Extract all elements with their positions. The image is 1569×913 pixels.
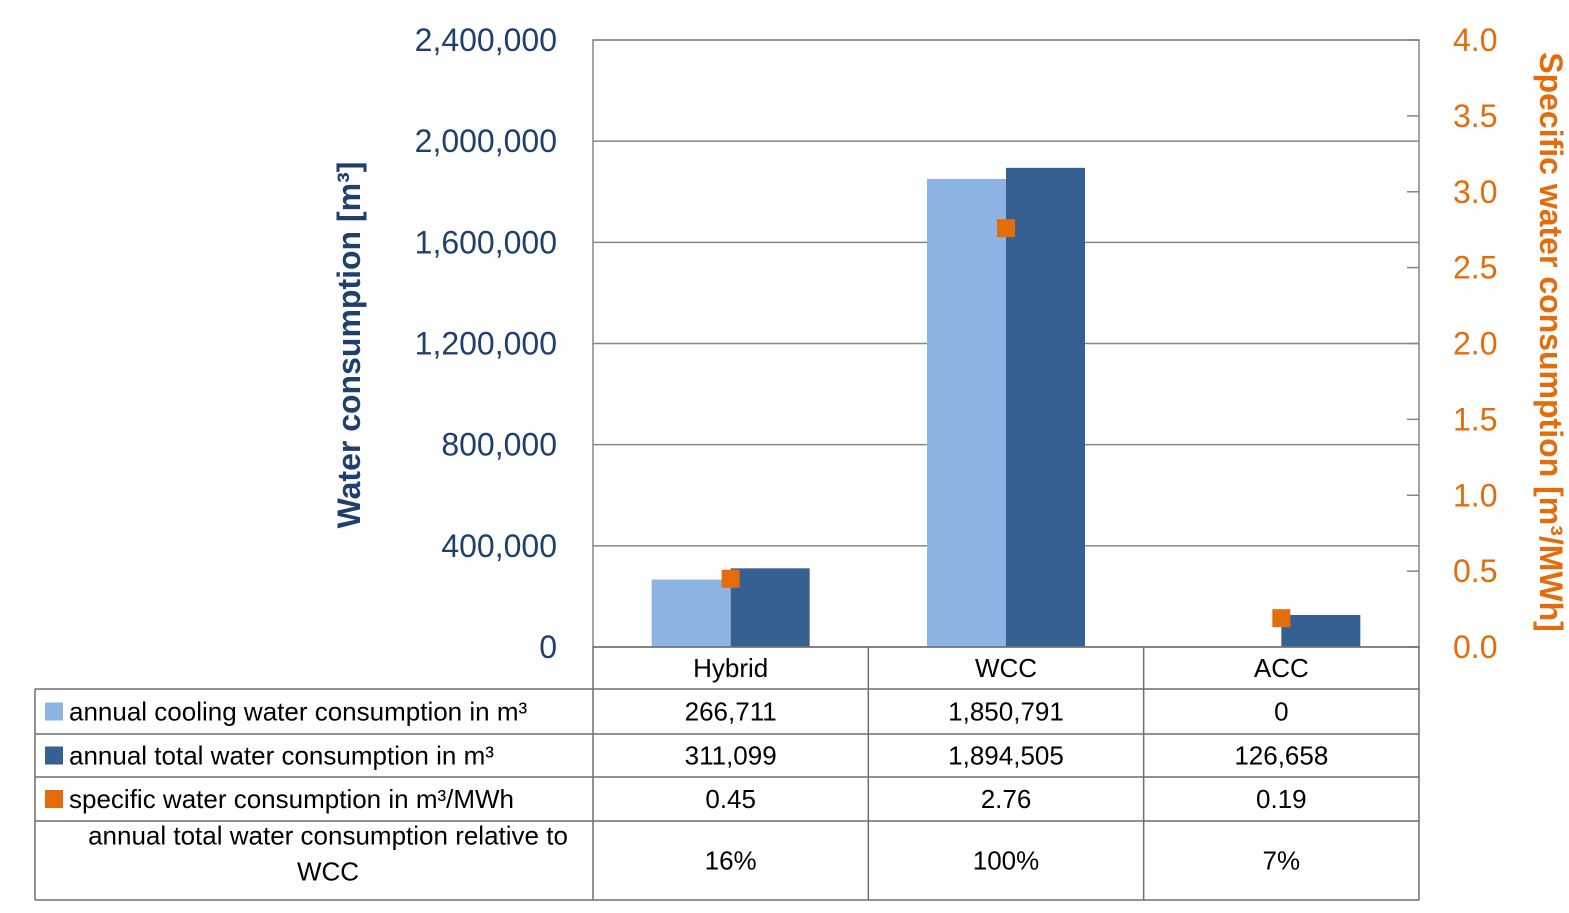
table-cell: 100% bbox=[973, 846, 1040, 876]
markers bbox=[721, 219, 1291, 628]
table-cell: 126,658 bbox=[1234, 741, 1328, 771]
y2-tick-label: 3.5 bbox=[1453, 98, 1497, 134]
table-cell: 16% bbox=[705, 846, 757, 876]
marker-specific-wcc bbox=[997, 219, 1015, 238]
y2-tick-label: 0.5 bbox=[1453, 553, 1497, 589]
y2-tick-label: 1.5 bbox=[1453, 401, 1497, 437]
y-tick-label: 2,000,000 bbox=[415, 123, 557, 159]
table-cell: 1,894,505 bbox=[948, 741, 1064, 771]
legend-key bbox=[45, 790, 63, 808]
y-tick-label: 2,400,000 bbox=[415, 22, 557, 58]
y-tick-label: 1,600,000 bbox=[415, 224, 557, 260]
y-tick-label: 400,000 bbox=[441, 528, 557, 564]
bar-total-acc bbox=[1281, 614, 1361, 647]
y-axis-title: Water consumption [m³] bbox=[331, 162, 367, 529]
table-row-label: annual cooling water consumption in m³ bbox=[69, 697, 527, 727]
y2-tick-label: 1.0 bbox=[1453, 477, 1497, 513]
marker-specific-hybrid bbox=[721, 569, 740, 588]
table-row-label: specific water consumption in m³/MWh bbox=[69, 784, 514, 814]
y2-tick-label: 2.0 bbox=[1453, 326, 1497, 362]
x-tick-label: WCC bbox=[975, 653, 1037, 683]
table-row-label: WCC bbox=[297, 857, 359, 887]
y2-axis-title: Specific water consumption [m³/MWh] bbox=[1533, 52, 1569, 632]
y2-tick-label: 2.5 bbox=[1453, 250, 1497, 286]
legend-key bbox=[45, 746, 63, 765]
bars bbox=[651, 167, 1361, 647]
y2-tick-label: 4.0 bbox=[1453, 22, 1497, 58]
bar-cooling-hybrid bbox=[651, 579, 731, 647]
legend-key bbox=[45, 702, 63, 721]
bar-cooling-wcc bbox=[927, 178, 1006, 647]
table-cell: 311,099 bbox=[685, 741, 777, 771]
table-row-label: annual total water consumption relative … bbox=[88, 821, 568, 851]
table-cell: 7% bbox=[1263, 846, 1301, 876]
table-cell: 266,711 bbox=[685, 697, 777, 727]
bar-total-hybrid bbox=[730, 568, 810, 647]
marker-specific-acc bbox=[1272, 609, 1291, 628]
axis-ticks: 0 400,000 800,000 1,200,000 1,600,000 2,000,0… bbox=[415, 22, 1498, 665]
table-cell: 0 bbox=[1274, 697, 1288, 727]
bar-total-wcc bbox=[1006, 167, 1085, 647]
y-tick-label: 800,000 bbox=[441, 427, 557, 463]
table-row-label: annual total water consumption in m³ bbox=[69, 741, 494, 771]
y2-tick-label: 0.0 bbox=[1453, 629, 1497, 665]
table-cell: 1,850,791 bbox=[948, 697, 1064, 727]
table-cell: 0.45 bbox=[705, 784, 756, 814]
table-cell: 2.76 bbox=[981, 784, 1032, 814]
x-tick-label: ACC bbox=[1254, 653, 1309, 683]
data-table: Hybrid WCC ACC annual cooling water consump… bbox=[34, 646, 1420, 901]
y-tick-label: 1,200,000 bbox=[415, 326, 557, 362]
x-tick-label: Hybrid bbox=[693, 653, 768, 683]
y-tick-label: 0 bbox=[539, 629, 557, 665]
table-cell: 0.19 bbox=[1256, 784, 1307, 814]
y2-tick-label: 3.0 bbox=[1453, 174, 1497, 210]
